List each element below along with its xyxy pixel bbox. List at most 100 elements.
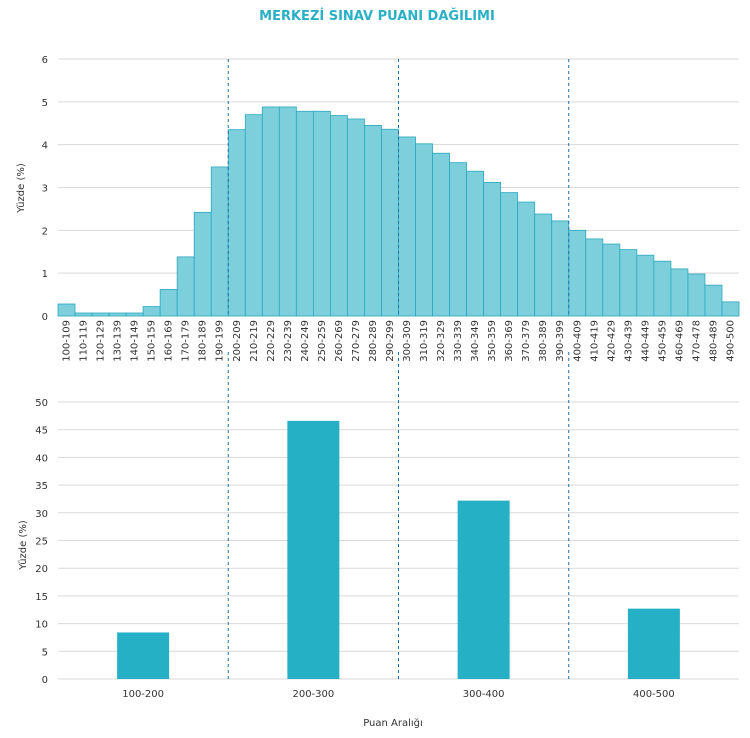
top-x-tick-label: 300-309 <box>402 320 413 362</box>
bottom-y-tick-label: 15 <box>35 592 48 603</box>
top-bar <box>534 213 553 317</box>
top-bar <box>57 303 76 317</box>
top-y-tick-label: 6 <box>42 55 48 66</box>
top-x-tick-label: 340-349 <box>470 320 481 362</box>
bottom-y-tick-label: 10 <box>35 620 48 631</box>
top-bar <box>432 152 450 317</box>
bottom-y-tick-label: 25 <box>35 537 48 548</box>
top-bar <box>721 301 740 317</box>
top-bar <box>74 312 93 317</box>
top-bar <box>227 129 246 317</box>
bottom-bar <box>457 500 510 679</box>
top-x-tick-label: 360-369 <box>504 320 515 362</box>
top-x-tick-label: 290-299 <box>385 320 396 362</box>
top-x-tick-label: 250-259 <box>317 320 328 362</box>
top-x-tick-label: 280-289 <box>368 320 379 362</box>
top-x-tick-label: 460-469 <box>674 320 685 362</box>
top-x-tick-label: 440-449 <box>640 320 651 362</box>
top-bar <box>364 124 382 317</box>
top-bar <box>312 110 331 317</box>
top-x-tick-label: 350-359 <box>487 320 498 362</box>
top-bar <box>704 284 723 317</box>
chart-title: MERKEZİ SINAV PUANI DAĞILIMI <box>259 8 495 24</box>
bottom-y-tick-label: 35 <box>35 481 48 492</box>
top-bar <box>329 115 348 317</box>
bottom-bar <box>117 632 170 679</box>
top-bar <box>108 312 127 317</box>
top-bar <box>653 260 672 317</box>
top-x-tick-label: 410-419 <box>589 320 600 362</box>
bottom-y-tick-label: 0 <box>42 675 48 686</box>
top-x-tick-label: 420-429 <box>606 320 617 362</box>
top-x-tick-label: 190-199 <box>215 320 226 362</box>
top-bar <box>210 166 229 317</box>
top-bar <box>176 256 195 317</box>
bottom-x-tick-label: 400-500 <box>633 689 675 700</box>
top-x-tick-label: 370-379 <box>521 320 532 362</box>
top-bar <box>261 106 280 317</box>
top-x-tick-label: 270-279 <box>351 320 362 362</box>
top-x-tick-label: 470-478 <box>691 320 702 362</box>
top-x-tick-label: 380-389 <box>538 320 549 362</box>
top-x-tick-label: 490-500 <box>725 320 736 362</box>
top-y-tick-label: 4 <box>42 141 48 152</box>
top-x-tick-label: 220-229 <box>266 320 277 362</box>
top-x-tick-label: 120-129 <box>96 320 107 362</box>
top-x-tick-label: 130-139 <box>113 320 124 362</box>
top-x-tick-label: 210-219 <box>249 320 260 362</box>
top-x-tick-label: 140-149 <box>130 320 141 362</box>
bottom-y-tick-label: 30 <box>35 509 48 520</box>
top-x-tick-label: 320-329 <box>436 320 447 362</box>
top-bar <box>619 249 638 317</box>
top-bar <box>449 162 468 317</box>
top-x-tick-label: 240-249 <box>300 320 311 362</box>
top-bar <box>670 268 689 317</box>
top-y-tick-label: 2 <box>42 226 48 237</box>
bottom-y-tick-label: 50 <box>35 398 48 409</box>
bottom-y-axis-label: Yüzde (%) <box>18 520 29 571</box>
top-x-tick-label: 180-189 <box>198 320 209 362</box>
top-bar <box>381 128 399 317</box>
bottom-x-tick-label: 100-200 <box>122 689 164 700</box>
top-bar <box>687 273 706 317</box>
top-bar <box>295 110 314 317</box>
top-bar <box>398 136 416 317</box>
top-x-tick-label: 260-269 <box>334 320 345 362</box>
top-bar <box>347 118 365 317</box>
top-bar <box>636 254 655 317</box>
top-bar <box>244 114 263 317</box>
top-histogram: 0 1 2 3 4 5 6 100-109 110-119 120-129 130-139 140-… <box>16 55 740 362</box>
top-y-axis-label: Yüzde (%) <box>16 163 27 214</box>
top-x-tick-label: 160-169 <box>164 320 175 362</box>
top-bar <box>585 238 604 317</box>
top-x-tick-label: 170-179 <box>181 320 192 362</box>
top-x-tick-label: 390-399 <box>555 320 566 362</box>
bottom-y-tick-label: 20 <box>35 564 48 575</box>
bottom-x-axis-label: Puan Aralığı <box>363 717 423 729</box>
bottom-x-tick-label: 300-400 <box>463 689 505 700</box>
top-x-tick-label: 450-459 <box>657 320 668 362</box>
top-bar <box>466 170 485 317</box>
top-bar <box>568 229 587 317</box>
bottom-x-tick-label: 200-300 <box>292 689 334 700</box>
top-bar <box>193 211 212 317</box>
top-x-tick-label: 150-159 <box>147 320 158 362</box>
top-bar <box>159 289 178 317</box>
bottom-y-tick-label: 40 <box>35 453 48 464</box>
top-x-tick-label: 110-119 <box>79 320 90 362</box>
bottom-bar-chart: 0 5 10 15 20 25 30 35 40 45 50 100-200 200-300 300-4… <box>18 352 739 729</box>
top-bar <box>551 220 570 317</box>
top-x-tick-label: 430-439 <box>623 320 634 362</box>
top-x-tick-label: 400-409 <box>572 320 583 362</box>
top-bar <box>91 312 110 317</box>
top-y-tick-label: 3 <box>42 184 48 195</box>
top-x-tick-label: 480-489 <box>708 320 719 362</box>
top-y-tick-label: 1 <box>42 269 48 280</box>
top-bar <box>142 306 161 317</box>
top-y-tick-label: 0 <box>42 312 48 323</box>
top-bar <box>125 312 144 317</box>
top-y-tick-label: 5 <box>42 98 48 109</box>
bottom-bar <box>287 420 340 679</box>
